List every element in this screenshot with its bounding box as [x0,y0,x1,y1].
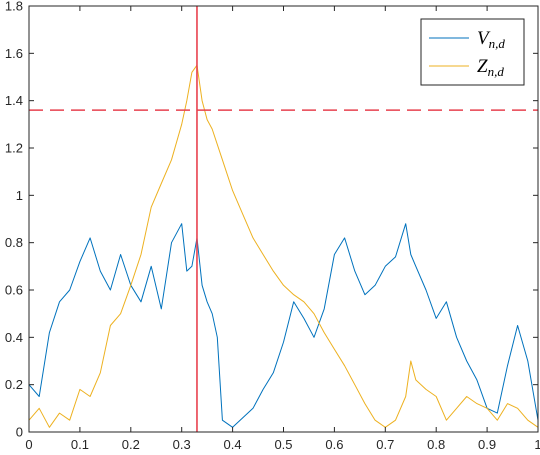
y-tick-label: 1.6 [5,46,23,61]
y-tick-label: 1 [16,188,23,203]
x-tick-label: 0.9 [478,437,496,452]
legend-label-1: Zn,d [477,56,504,79]
x-tick-label: 0.4 [224,437,242,452]
x-tick-label: 0.3 [173,437,191,452]
y-tick-label: 1.4 [5,93,23,108]
reference-lines [29,6,538,432]
x-tick-label: 0.5 [274,437,292,452]
x-tick-label: 1 [534,437,540,452]
series-layer [28,64,539,428]
y-tick-label: 0.2 [5,377,23,392]
x-tick-label: 0.1 [71,437,89,452]
legend-label-main: Z [477,56,488,77]
series-line-0 [28,223,539,428]
x-tick-label: 0 [25,437,32,452]
y-tick-label: 0 [16,425,23,440]
y-tick-label: 1.8 [5,0,23,14]
x-tick-label: 0.6 [325,437,343,452]
series-line-1 [28,64,539,428]
legend-box [420,18,525,86]
x-tick-label: 0.8 [427,437,445,452]
legend-label-subscript: n,d [488,64,505,79]
axes: 0 0.1 0.2 0.3 0.4 0.5 0.6 0.7 0.8 0.9 1 0 0.2 0.4 0.6 0… [5,0,540,452]
legend-label-main: V [477,28,491,49]
legend-label-subscript: n,d [489,36,506,51]
legend: Vn,dZn,d [420,18,525,86]
y-tick-label: 0.6 [5,283,23,298]
y-tick-label: 1.2 [5,141,23,156]
y-tick-label: 0.4 [5,330,23,345]
x-tick-label: 0.7 [376,437,394,452]
y-tick-label: 0.8 [5,235,23,250]
legend-label-0: Vn,d [477,28,505,51]
x-tick-label: 0.2 [122,437,140,452]
